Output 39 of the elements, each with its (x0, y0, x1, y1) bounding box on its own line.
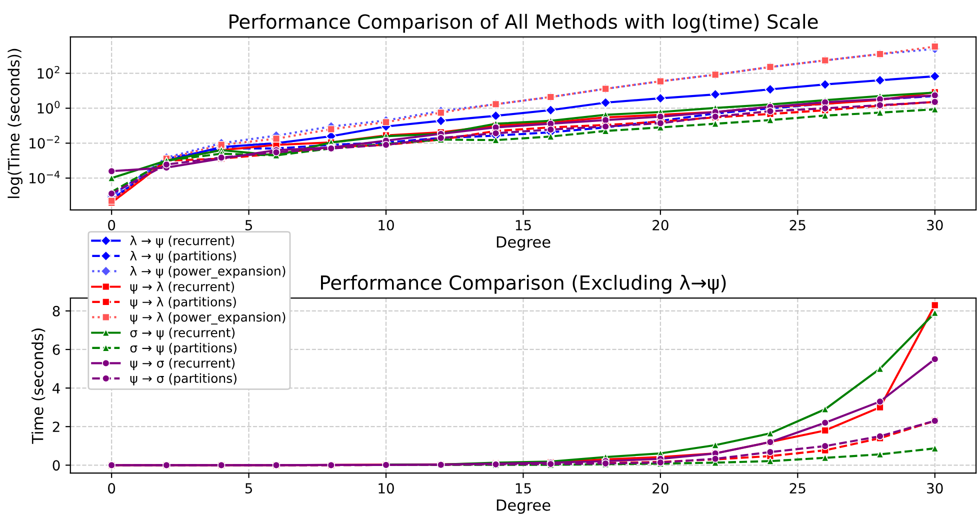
y-tick-label: 10$^{−2}$ (30, 136, 60, 149)
legend-label: ψ → σ (recurrent) (130, 358, 235, 370)
legend-label: λ → ψ (partitions) (130, 250, 236, 263)
y-tick-label: 4 (52, 383, 60, 394)
x-tick-label: 30 (927, 220, 943, 230)
legend-label: ψ → λ (power_expansion) (130, 312, 286, 324)
x-tick-label: 10 (378, 220, 394, 230)
x-tick-label: 25 (790, 220, 806, 230)
x-tick-label: 30 (927, 483, 943, 494)
y-axis-title: log(Time (seconds)) (8, 48, 22, 198)
legend-label: σ → ψ (recurrent) (130, 328, 235, 340)
y-tick-label: 10$^{−4}$ (30, 170, 60, 184)
legend-label: ψ → σ (partitions) (130, 373, 236, 386)
y-tick-label: 6 (52, 344, 60, 355)
y-tick-label: 10$^{0}$ (38, 100, 60, 114)
y-tick-label: 10$^{2}$ (38, 66, 60, 79)
legend-label: λ → ψ (recurrent) (130, 236, 234, 248)
chart-title: Performance Comparison of All Methods with log(time) Scale (230, 14, 818, 33)
y-tick-label: 0 (52, 460, 60, 471)
x-tick-label: 5 (245, 220, 252, 230)
x-tick-label: 20 (652, 483, 668, 494)
legend-label: ψ → λ (recurrent) (130, 282, 234, 294)
legend-label: λ → ψ (power_expansion) (130, 266, 286, 278)
x-tick-label: 10 (378, 483, 394, 494)
y-axis-title: Time (seconds) (32, 328, 46, 444)
x-tick-label: 0 (108, 220, 116, 230)
x-axis-title: Degree (496, 236, 550, 251)
x-tick-label: 0 (108, 483, 116, 494)
x-tick-label: 5 (245, 483, 252, 494)
x-tick-label: 15 (516, 483, 531, 494)
x-tick-label: 25 (790, 483, 806, 494)
y-tick-label: 8 (52, 306, 60, 316)
y-tick-label: 2 (52, 422, 60, 432)
chart-title: Performance Comparison (Excluding λ→ψ) (321, 274, 726, 294)
x-tick-label: 15 (516, 220, 531, 230)
legend-label: ψ → λ (partitions) (130, 296, 236, 309)
x-axis-title: Degree (496, 499, 550, 514)
legend-label: σ → ψ (partitions) (130, 342, 236, 355)
x-tick-label: 20 (652, 220, 668, 230)
